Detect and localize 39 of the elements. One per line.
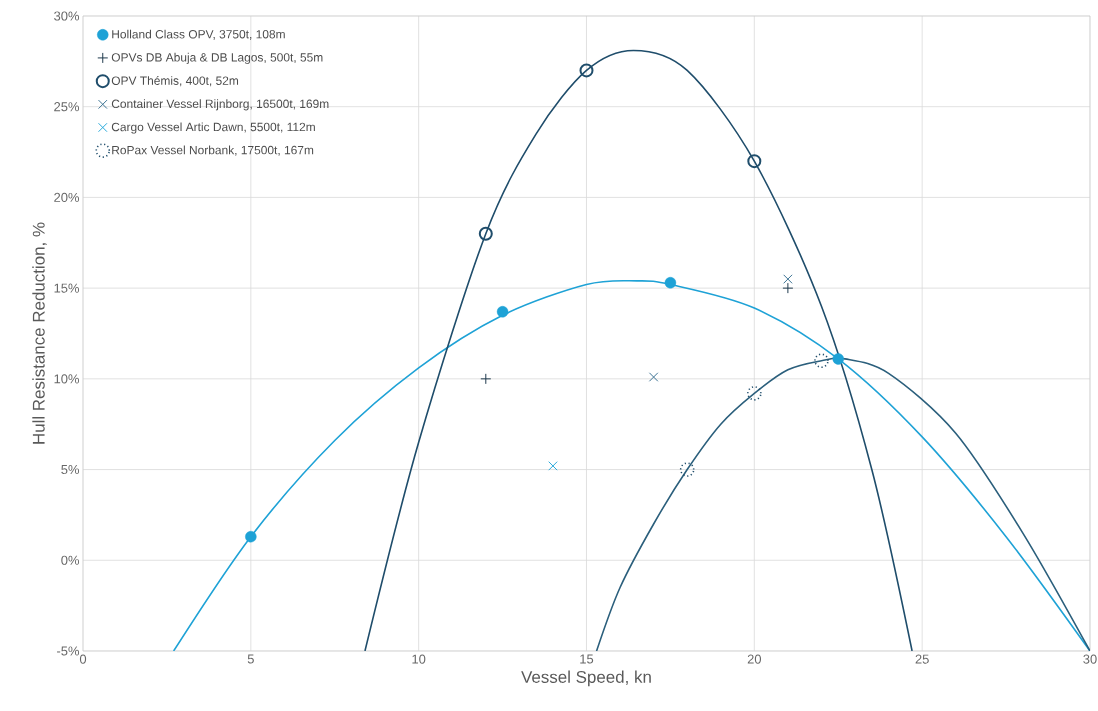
legend-label: OPV Thémis, 400t, 52m (111, 75, 239, 87)
x-tick-label: 10 (412, 654, 426, 664)
point (245, 530, 257, 543)
y-tick-label: 10% (54, 374, 80, 384)
point (747, 154, 762, 169)
point (648, 372, 659, 382)
y-tick-label: 25% (54, 102, 80, 112)
y-axis-title: Hull Resistance Reduction, % (32, 222, 47, 444)
point (548, 461, 558, 471)
point (496, 306, 509, 318)
point (782, 282, 794, 294)
x-tick-label: 5 (247, 654, 254, 664)
y-tick-label: 15% (54, 283, 80, 293)
y-tick-label: 30% (54, 11, 80, 21)
point (747, 386, 762, 401)
point (814, 353, 829, 368)
line-series (364, 49, 913, 651)
point (679, 462, 695, 477)
y-tick-label: 20% (54, 192, 80, 202)
y-tick-label: 5% (61, 465, 80, 475)
y-tick-label: -5% (57, 646, 80, 656)
legend-label: Container Vessel Rijnborg, 16500t, 169m (111, 99, 329, 111)
point (480, 373, 492, 385)
point (579, 63, 594, 78)
x-tick-label: 30 (1083, 654, 1097, 664)
point (478, 226, 493, 241)
x-axis-title: Vessel Speed, kn (521, 670, 651, 687)
legend-label: Cargo Vessel Artic Dawn, 5500t, 112m (111, 122, 315, 134)
legend-label: RoPax Vessel Norbank, 17500t, 167m (112, 145, 314, 156)
x-tick-label: 0 (79, 654, 87, 664)
x-tick-label: 25 (915, 654, 929, 664)
y-tick-label: 0% (61, 555, 80, 565)
point (832, 353, 844, 365)
point (783, 274, 793, 284)
x-tick-label: 20 (747, 654, 762, 664)
legend-label: OPVs DB Abuja & DB Lagos, 500t, 55m (111, 52, 323, 64)
x-tick-label: 15 (580, 654, 594, 664)
legend-label: Holland Class OPV, 3750t, 108m (112, 29, 285, 40)
point (664, 276, 677, 289)
